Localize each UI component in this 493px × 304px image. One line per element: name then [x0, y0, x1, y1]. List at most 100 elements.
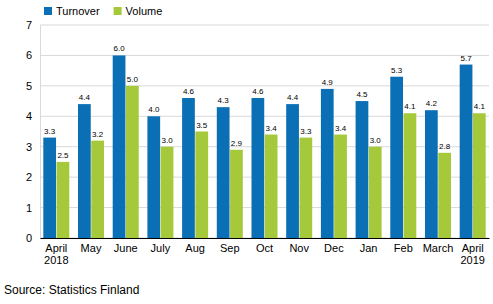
bar [473, 113, 486, 238]
bar [438, 153, 451, 238]
data-label: 5.3 [391, 66, 403, 75]
source: Source: Statistics Finland [4, 283, 139, 297]
grid-line [40, 177, 489, 178]
bar [251, 98, 264, 238]
data-label: 2.9 [231, 139, 243, 148]
legend-item: Turnover [44, 5, 100, 17]
bar [217, 107, 230, 238]
data-label: 4.4 [287, 93, 299, 102]
y-tick-label: 1 [26, 202, 32, 214]
legend-swatch [114, 7, 122, 15]
x-tick-label: April2018 [44, 242, 68, 267]
x-tick: Feb [394, 238, 413, 254]
x-tick-label: Nov [289, 242, 309, 254]
y-tick: 1 [26, 202, 40, 214]
bar [78, 104, 91, 238]
bar [126, 86, 139, 238]
grid-line [40, 55, 489, 56]
data-label: 4.1 [404, 102, 416, 111]
y-tick: 0 [26, 232, 40, 244]
grid-line [40, 85, 489, 86]
data-label: 3.2 [92, 130, 104, 139]
y-tick: 5 [26, 80, 40, 92]
y-tick-label: 0 [26, 232, 32, 244]
bar [195, 132, 208, 239]
grid [40, 25, 489, 238]
y-tick-label: 2 [26, 171, 32, 183]
y-tick-label: 6 [26, 49, 32, 61]
data-label: 4.2 [426, 99, 438, 108]
bar [299, 138, 312, 238]
grid-line [40, 238, 489, 239]
y-tick: 2 [26, 171, 40, 183]
bars [43, 55, 485, 238]
data-label: 2.8 [439, 142, 451, 151]
legend-label: Volume [126, 5, 163, 17]
bar [43, 138, 56, 238]
data-label: 4.9 [322, 78, 334, 87]
data-label: 3.4 [335, 124, 347, 133]
bar [356, 101, 369, 238]
x-tick-label: March [423, 242, 454, 254]
x-tick: Nov [289, 238, 309, 254]
bar [161, 147, 174, 238]
x-tick-label: Sep [220, 242, 240, 254]
x-tick: July [151, 238, 171, 254]
y-axis: 0 1 2 3 4 5 6 7 [26, 19, 41, 244]
grid-line [40, 146, 489, 147]
x-tick-label: Jan [360, 242, 378, 254]
data-label: 4.0 [148, 105, 160, 114]
x-tick-label: July [151, 242, 171, 254]
x-tick: April2018 [44, 238, 68, 266]
bar [230, 150, 243, 238]
y-tick: 7 [26, 19, 40, 31]
y-tick-label: 7 [26, 19, 32, 31]
plot: 012345673.34.46.04.04.64.34.64.44.94.55.… [26, 19, 490, 266]
data-label: 4.5 [356, 90, 368, 99]
x-tick: April2019 [460, 238, 484, 266]
x-tick: Aug [185, 238, 205, 254]
x-tick-label: Dec [324, 242, 344, 254]
x-tick: Sep [220, 238, 240, 254]
y-axis-line [40, 26, 41, 239]
y-tick-label: 3 [26, 141, 32, 153]
bar [182, 98, 195, 238]
bar [286, 104, 299, 238]
data-label: 3.3 [300, 127, 312, 136]
bar [460, 65, 473, 238]
x-tick-label: Aug [185, 242, 205, 254]
bar [425, 110, 438, 238]
y-tick: 3 [26, 141, 40, 153]
grid-line [40, 207, 489, 208]
data-label: 3.3 [44, 127, 56, 136]
x-axis-line [41, 238, 490, 239]
x-tick: June [114, 238, 138, 254]
x-tick-label: April2019 [460, 242, 484, 267]
x-tick-label: Feb [394, 242, 413, 254]
data-label: 3.4 [266, 124, 278, 133]
legend-label: Turnover [56, 5, 100, 17]
grid-line [40, 116, 489, 117]
y-tick: 6 [26, 49, 40, 61]
x-tick: Dec [324, 238, 344, 254]
data-label: 3.0 [370, 136, 382, 145]
bar [265, 135, 278, 238]
x-tick-label: Oct [256, 242, 273, 254]
data-label: 4.6 [183, 87, 195, 96]
y-tick: 4 [26, 110, 40, 122]
data-label: 6.0 [114, 44, 126, 53]
data-label: 5.0 [127, 75, 139, 84]
grid-line [40, 25, 489, 26]
chart: 012345673.34.46.04.04.64.34.64.44.94.55.… [0, 0, 493, 304]
data-label: 4.1 [474, 102, 486, 111]
bar [113, 55, 126, 238]
y-tick-label: 4 [26, 110, 32, 122]
bar [321, 89, 334, 238]
bar [147, 116, 160, 238]
bar [57, 162, 70, 238]
bar [91, 141, 104, 238]
legend-swatch [44, 7, 52, 15]
legend: Turnover Volume [44, 5, 162, 17]
x-tick: March [423, 238, 454, 254]
bar [404, 113, 417, 238]
